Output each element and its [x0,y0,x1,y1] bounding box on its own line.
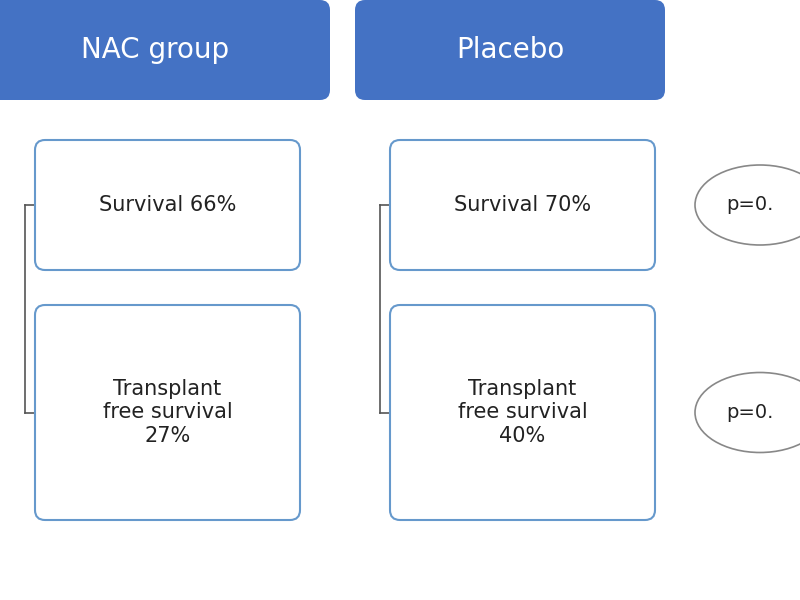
FancyBboxPatch shape [35,305,300,520]
Text: NAC group: NAC group [81,36,229,64]
Text: Survival 66%: Survival 66% [99,195,236,215]
FancyBboxPatch shape [35,140,300,270]
Text: Survival 70%: Survival 70% [454,195,591,215]
Ellipse shape [695,165,800,245]
Text: Transplant
free survival
27%: Transplant free survival 27% [102,379,232,446]
Text: Transplant
free survival
40%: Transplant free survival 40% [458,379,587,446]
FancyBboxPatch shape [390,140,655,270]
Ellipse shape [695,373,800,452]
Text: p=0.: p=0. [726,403,774,422]
Text: p=0.: p=0. [726,196,774,214]
FancyBboxPatch shape [390,305,655,520]
Text: Placebo: Placebo [456,36,564,64]
FancyBboxPatch shape [0,0,330,100]
FancyBboxPatch shape [355,0,665,100]
